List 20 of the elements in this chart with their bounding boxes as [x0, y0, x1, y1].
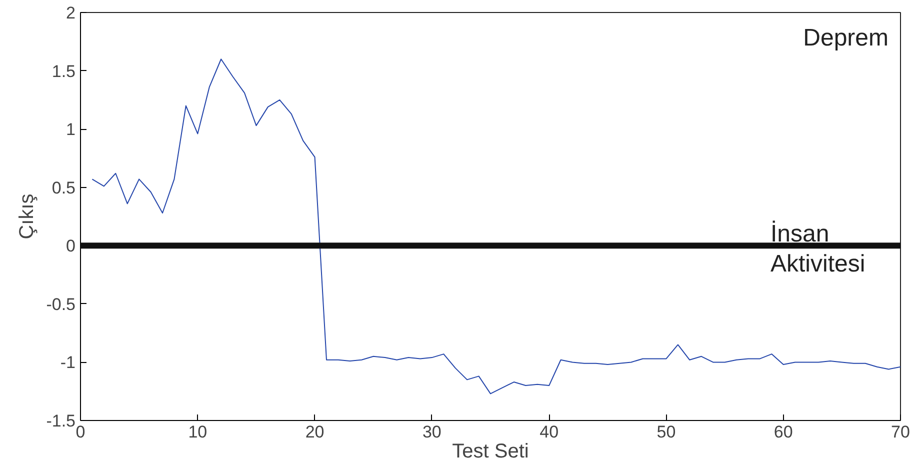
y-tick-label: 1.5	[52, 62, 76, 81]
y-tick-label: 0.5	[52, 178, 76, 198]
y-tick-label: -0.5	[46, 294, 76, 314]
x-tick-label: 70	[891, 422, 910, 442]
y-tick-label: 2	[66, 4, 76, 22]
y-tick-label: -1.5	[46, 412, 76, 430]
x-axis-title: Test Seti	[452, 440, 529, 462]
x-tick-label: 50	[656, 422, 676, 442]
y-axis-title: Çıkış	[16, 194, 38, 240]
annotation: Deprem	[803, 24, 888, 52]
x-tick-label: 10	[188, 422, 208, 442]
annotation: İnsan Aktivitesi	[770, 220, 866, 278]
y-tick-label: -1	[60, 353, 76, 372]
x-tick-label: 20	[305, 422, 324, 442]
x-tick-label: 60	[774, 422, 793, 442]
y-tick-label: 0	[66, 236, 76, 256]
x-tick-label: 40	[540, 422, 559, 442]
y-tick-label: 1	[66, 120, 76, 140]
x-tick-label: 30	[422, 422, 442, 442]
line-series	[92, 58, 900, 394]
